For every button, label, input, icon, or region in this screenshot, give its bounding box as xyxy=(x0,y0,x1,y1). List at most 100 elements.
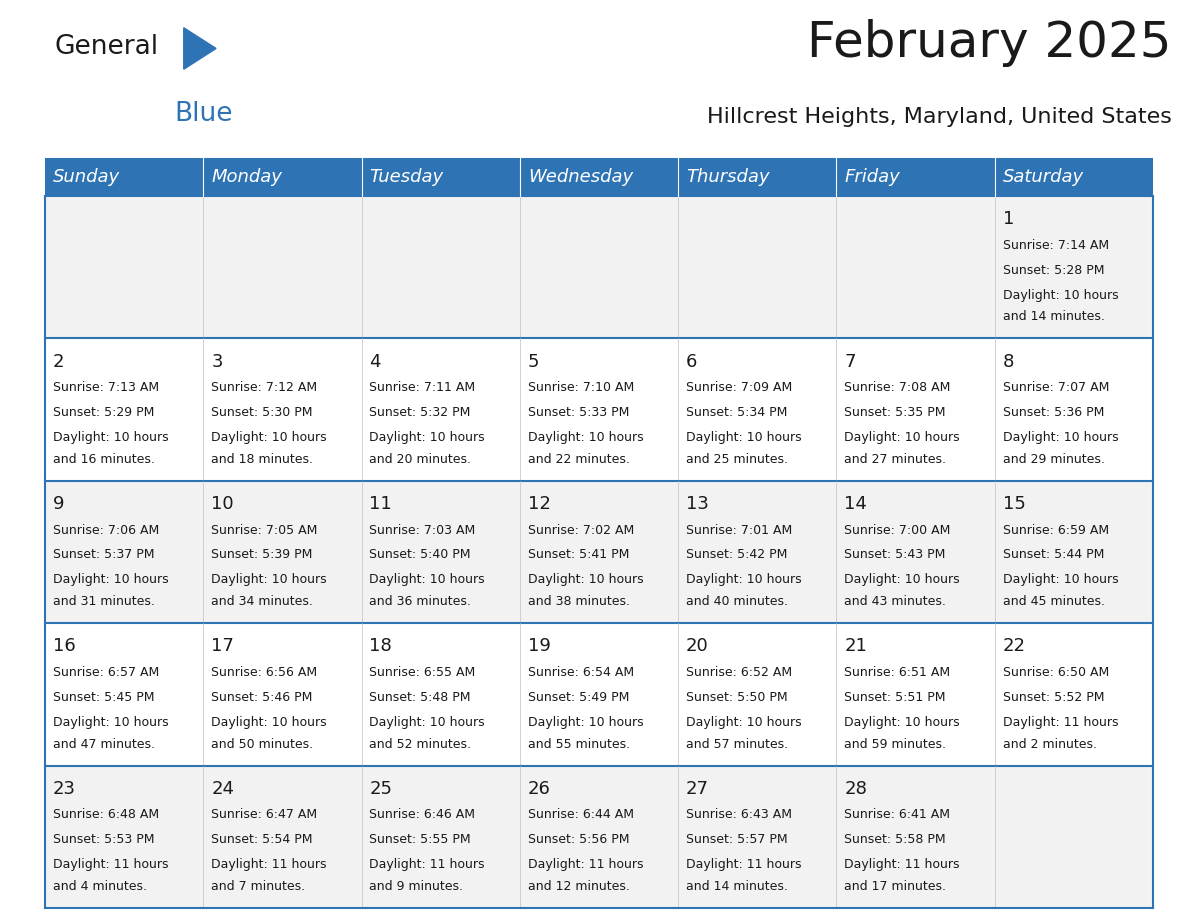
Text: Daylight: 11 hours: Daylight: 11 hours xyxy=(1003,716,1118,729)
Text: 21: 21 xyxy=(845,637,867,655)
Text: and 2 minutes.: and 2 minutes. xyxy=(1003,738,1097,751)
Text: February 2025: February 2025 xyxy=(807,18,1171,67)
Text: Daylight: 10 hours: Daylight: 10 hours xyxy=(845,574,960,587)
Text: Daylight: 10 hours: Daylight: 10 hours xyxy=(53,716,169,729)
Text: Hillcrest Heights, Maryland, United States: Hillcrest Heights, Maryland, United Stat… xyxy=(707,106,1171,127)
Text: Sunrise: 7:13 AM: Sunrise: 7:13 AM xyxy=(53,381,159,394)
Text: Sunrise: 7:08 AM: Sunrise: 7:08 AM xyxy=(845,381,950,394)
Text: Sunrise: 7:05 AM: Sunrise: 7:05 AM xyxy=(211,523,317,536)
Text: 6: 6 xyxy=(685,353,697,371)
Text: Tuesday: Tuesday xyxy=(369,168,443,186)
Text: Sunrise: 6:51 AM: Sunrise: 6:51 AM xyxy=(845,666,950,679)
Text: Sunrise: 7:00 AM: Sunrise: 7:00 AM xyxy=(845,523,950,536)
Text: 18: 18 xyxy=(369,637,392,655)
Text: Saturday: Saturday xyxy=(1003,168,1083,186)
Text: Sunset: 5:42 PM: Sunset: 5:42 PM xyxy=(685,548,788,562)
Text: Sunrise: 7:09 AM: Sunrise: 7:09 AM xyxy=(685,381,792,394)
Text: Sunrise: 6:47 AM: Sunrise: 6:47 AM xyxy=(211,809,317,822)
Text: 13: 13 xyxy=(685,495,709,513)
Text: Sunset: 5:53 PM: Sunset: 5:53 PM xyxy=(53,834,154,846)
Text: Sunrise: 6:41 AM: Sunrise: 6:41 AM xyxy=(845,809,950,822)
Text: and 31 minutes.: and 31 minutes. xyxy=(53,595,154,609)
Text: and 12 minutes.: and 12 minutes. xyxy=(527,880,630,893)
Text: Sunrise: 6:56 AM: Sunrise: 6:56 AM xyxy=(211,666,317,679)
Text: 14: 14 xyxy=(845,495,867,513)
Text: Sunrise: 6:50 AM: Sunrise: 6:50 AM xyxy=(1003,666,1108,679)
Text: Daylight: 11 hours: Daylight: 11 hours xyxy=(685,858,802,871)
Text: and 38 minutes.: and 38 minutes. xyxy=(527,595,630,609)
Text: Sunrise: 6:59 AM: Sunrise: 6:59 AM xyxy=(1003,523,1108,536)
Text: and 47 minutes.: and 47 minutes. xyxy=(53,738,154,751)
Text: 11: 11 xyxy=(369,495,392,513)
Text: and 55 minutes.: and 55 minutes. xyxy=(527,738,630,751)
Text: Sunset: 5:48 PM: Sunset: 5:48 PM xyxy=(369,691,470,704)
Text: Sunrise: 6:55 AM: Sunrise: 6:55 AM xyxy=(369,666,475,679)
Text: Daylight: 10 hours: Daylight: 10 hours xyxy=(685,431,802,444)
Text: Sunday: Sunday xyxy=(53,168,120,186)
Text: Sunset: 5:49 PM: Sunset: 5:49 PM xyxy=(527,691,630,704)
Text: 25: 25 xyxy=(369,779,392,798)
Text: Friday: Friday xyxy=(845,168,901,186)
Text: Daylight: 10 hours: Daylight: 10 hours xyxy=(369,431,485,444)
Text: Daylight: 11 hours: Daylight: 11 hours xyxy=(527,858,643,871)
Text: and 9 minutes.: and 9 minutes. xyxy=(369,880,463,893)
Text: Sunrise: 7:07 AM: Sunrise: 7:07 AM xyxy=(1003,381,1110,394)
Text: Sunrise: 7:02 AM: Sunrise: 7:02 AM xyxy=(527,523,634,536)
Text: Sunset: 5:52 PM: Sunset: 5:52 PM xyxy=(1003,691,1104,704)
Text: Sunset: 5:43 PM: Sunset: 5:43 PM xyxy=(845,548,946,562)
Text: Daylight: 10 hours: Daylight: 10 hours xyxy=(685,716,802,729)
Text: Sunset: 5:44 PM: Sunset: 5:44 PM xyxy=(1003,548,1104,562)
Text: Sunset: 5:40 PM: Sunset: 5:40 PM xyxy=(369,548,470,562)
Text: Sunset: 5:54 PM: Sunset: 5:54 PM xyxy=(211,834,312,846)
Text: Sunrise: 7:10 AM: Sunrise: 7:10 AM xyxy=(527,381,634,394)
Text: Sunset: 5:36 PM: Sunset: 5:36 PM xyxy=(1003,406,1104,419)
Text: 5: 5 xyxy=(527,353,539,371)
Text: 24: 24 xyxy=(211,779,234,798)
Text: Sunrise: 6:44 AM: Sunrise: 6:44 AM xyxy=(527,809,633,822)
Text: and 34 minutes.: and 34 minutes. xyxy=(211,595,314,609)
Text: Sunrise: 6:46 AM: Sunrise: 6:46 AM xyxy=(369,809,475,822)
Text: and 59 minutes.: and 59 minutes. xyxy=(845,738,947,751)
Text: Daylight: 11 hours: Daylight: 11 hours xyxy=(53,858,169,871)
Text: and 22 minutes.: and 22 minutes. xyxy=(527,453,630,466)
Text: Sunset: 5:58 PM: Sunset: 5:58 PM xyxy=(845,834,946,846)
Text: Sunset: 5:51 PM: Sunset: 5:51 PM xyxy=(845,691,946,704)
Text: Sunrise: 7:11 AM: Sunrise: 7:11 AM xyxy=(369,381,475,394)
Text: Daylight: 10 hours: Daylight: 10 hours xyxy=(845,431,960,444)
Text: 3: 3 xyxy=(211,353,222,371)
Text: 8: 8 xyxy=(1003,353,1015,371)
Text: 27: 27 xyxy=(685,779,709,798)
Text: Sunrise: 6:52 AM: Sunrise: 6:52 AM xyxy=(685,666,792,679)
Text: Daylight: 11 hours: Daylight: 11 hours xyxy=(369,858,485,871)
Text: and 36 minutes.: and 36 minutes. xyxy=(369,595,472,609)
Text: Sunset: 5:34 PM: Sunset: 5:34 PM xyxy=(685,406,788,419)
Text: Sunset: 5:35 PM: Sunset: 5:35 PM xyxy=(845,406,946,419)
Text: 1: 1 xyxy=(1003,210,1015,229)
Text: General: General xyxy=(55,34,159,60)
Text: and 52 minutes.: and 52 minutes. xyxy=(369,738,472,751)
Text: Sunset: 5:56 PM: Sunset: 5:56 PM xyxy=(527,834,630,846)
Text: 2: 2 xyxy=(53,353,64,371)
Text: Sunset: 5:37 PM: Sunset: 5:37 PM xyxy=(53,548,154,562)
Text: Sunrise: 7:12 AM: Sunrise: 7:12 AM xyxy=(211,381,317,394)
Text: Thursday: Thursday xyxy=(685,168,770,186)
Text: Daylight: 10 hours: Daylight: 10 hours xyxy=(1003,288,1118,301)
Text: Sunset: 5:41 PM: Sunset: 5:41 PM xyxy=(527,548,630,562)
Text: Daylight: 11 hours: Daylight: 11 hours xyxy=(845,858,960,871)
Text: and 14 minutes.: and 14 minutes. xyxy=(685,880,788,893)
Text: Monday: Monday xyxy=(211,168,282,186)
Text: Sunset: 5:55 PM: Sunset: 5:55 PM xyxy=(369,834,472,846)
Text: Wednesday: Wednesday xyxy=(527,168,633,186)
Text: Daylight: 10 hours: Daylight: 10 hours xyxy=(845,716,960,729)
Text: Daylight: 10 hours: Daylight: 10 hours xyxy=(369,716,485,729)
Text: Daylight: 10 hours: Daylight: 10 hours xyxy=(527,431,644,444)
Text: Sunset: 5:57 PM: Sunset: 5:57 PM xyxy=(685,834,788,846)
Text: and 16 minutes.: and 16 minutes. xyxy=(53,453,154,466)
Text: and 43 minutes.: and 43 minutes. xyxy=(845,595,946,609)
Text: 26: 26 xyxy=(527,779,551,798)
Text: Sunrise: 7:01 AM: Sunrise: 7:01 AM xyxy=(685,523,792,536)
Text: 22: 22 xyxy=(1003,637,1025,655)
Text: 20: 20 xyxy=(685,637,709,655)
Text: and 57 minutes.: and 57 minutes. xyxy=(685,738,788,751)
Text: 16: 16 xyxy=(53,637,76,655)
